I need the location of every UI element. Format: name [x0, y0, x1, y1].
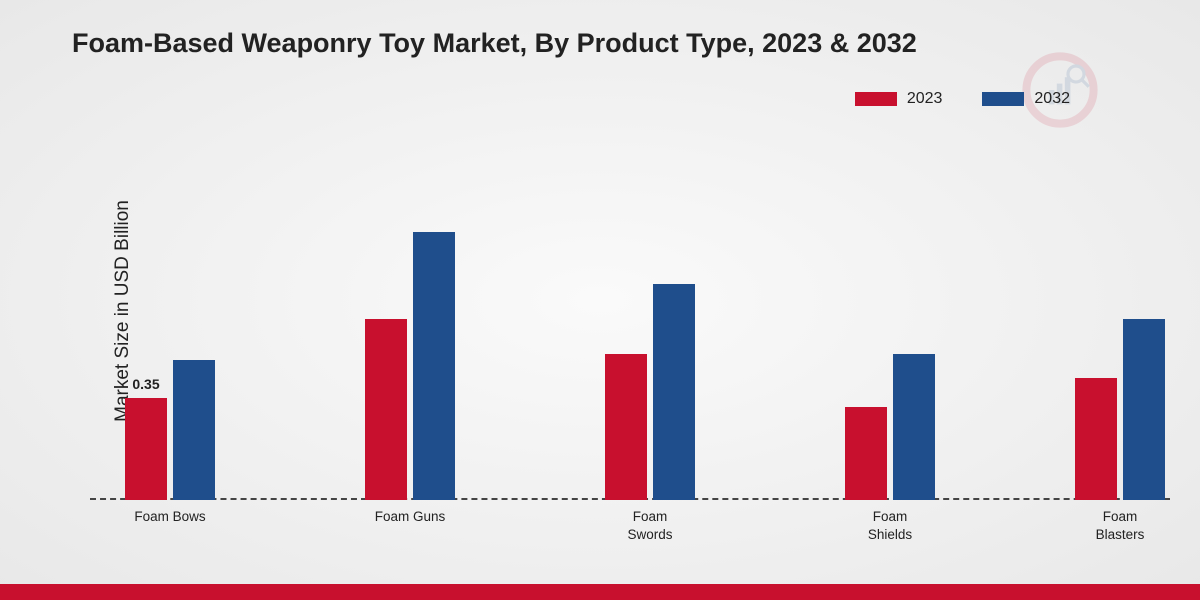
- chart-title: Foam-Based Weaponry Toy Market, By Produ…: [72, 28, 917, 59]
- bar-2023: [125, 398, 167, 500]
- bar-2032: [413, 232, 455, 500]
- bar-2023: [605, 354, 647, 500]
- footer-accent-bar: [0, 584, 1200, 600]
- bar-value-label: 0.35: [132, 376, 159, 392]
- x-axis-category-label: Foam Blasters: [1096, 508, 1145, 543]
- bar-2032: [893, 354, 935, 500]
- bar-2023: [1075, 378, 1117, 501]
- x-axis-labels: Foam Bows Foam Guns Foam Swords Foam Shield…: [90, 508, 1170, 568]
- bar-2032: [173, 360, 215, 500]
- bar-2023: [845, 407, 887, 500]
- x-axis-category-label: Foam Shields: [868, 508, 912, 543]
- bar-2032: [653, 284, 695, 500]
- legend-label-2023: 2023: [907, 90, 943, 108]
- x-axis-category-label: Foam Guns: [375, 508, 446, 526]
- bar-group: [365, 232, 455, 500]
- legend-swatch-2023: [855, 92, 897, 106]
- bar-2032: [1123, 319, 1165, 500]
- bar-2023: [365, 319, 407, 500]
- legend-label-2032: 2032: [1034, 90, 1070, 108]
- legend-item-2023: 2023: [855, 90, 943, 108]
- x-axis-category-label: Foam Bows: [134, 508, 205, 526]
- chart-plot-area: 0.35: [90, 150, 1170, 500]
- bar-group: [605, 284, 695, 500]
- legend-swatch-2032: [982, 92, 1024, 106]
- x-axis-category-label: Foam Swords: [627, 508, 672, 543]
- chart-legend: 2023 2032: [855, 90, 1070, 108]
- legend-item-2032: 2032: [982, 90, 1070, 108]
- bar-group: [845, 354, 935, 500]
- bar-group: [1075, 319, 1165, 500]
